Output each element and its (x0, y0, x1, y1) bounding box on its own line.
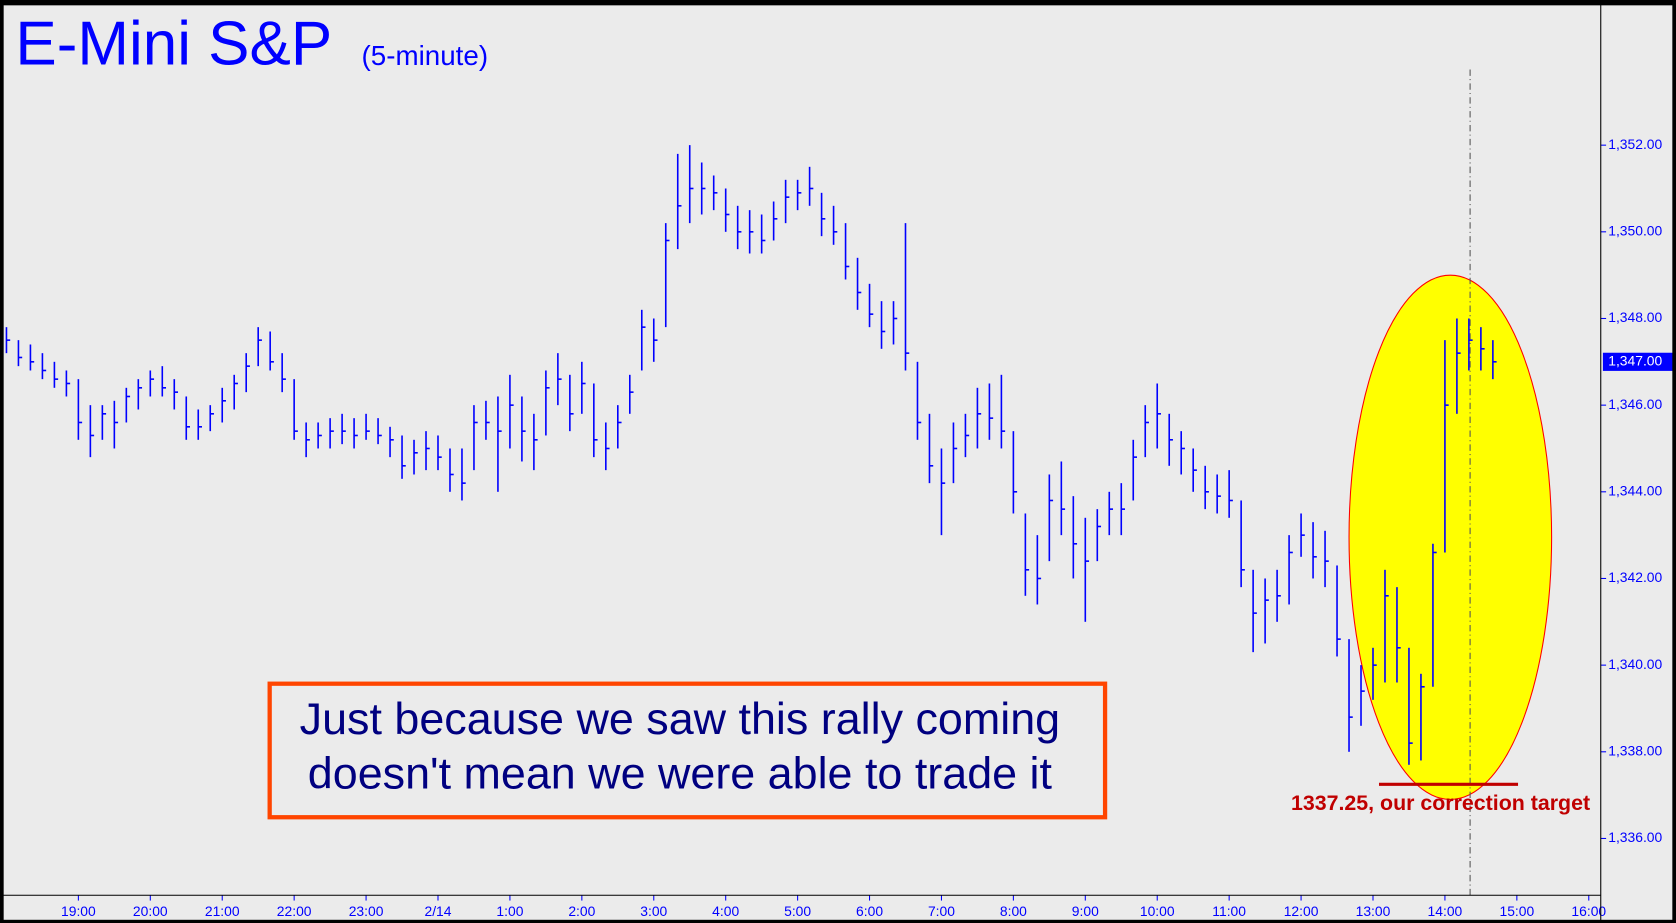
x-tick-label: 22:00 (277, 903, 312, 919)
x-tick-label: 10:00 (1140, 903, 1175, 919)
y-tick-label: 1,350.00 (1608, 222, 1662, 238)
overlay-layer: 1,336.00 1,338.00 1,340.00 1,342.00 1,344.00… (61, 69, 1676, 919)
y-tick-label: 1,344.00 (1608, 482, 1662, 498)
x-tick-label: 2/14 (424, 903, 451, 919)
x-tick-label: 6:00 (856, 903, 883, 919)
x-tick-label: 14:00 (1428, 903, 1463, 919)
target-label: 1337.25, our correction target (1291, 791, 1590, 815)
annotation-line: doesn't mean we were able to trade it (308, 747, 1053, 798)
x-tick-label: 15:00 (1499, 903, 1534, 919)
price-bars (5, 145, 1497, 765)
annotation-line: Just because we saw this rally coming (300, 693, 1060, 744)
x-tick-label: 20:00 (133, 903, 168, 919)
x-tick-label: 13:00 (1356, 903, 1391, 919)
x-tick-label: 23:00 (349, 903, 384, 919)
x-tick-label: 8:00 (1000, 903, 1027, 919)
last-price-label: 1,347.00 (1608, 352, 1662, 368)
x-tick-label: 19:00 (61, 903, 96, 919)
annotation-layer (1348, 274, 1553, 800)
x-tick-label: 11:00 (1212, 903, 1246, 919)
y-tick-label: 1,342.00 (1608, 569, 1662, 585)
x-tick-label: 4:00 (712, 903, 739, 919)
y-tick-label: 1,346.00 (1608, 396, 1662, 412)
y-tick-label: 1,352.00 (1608, 136, 1662, 152)
x-tick-label: 7:00 (928, 903, 955, 919)
x-tick-label: 2:00 (568, 903, 595, 919)
x-tick-label: 16:00 (1571, 903, 1606, 919)
x-tick-label: 5:00 (784, 903, 811, 919)
y-tick-label: 1,336.00 (1608, 829, 1662, 845)
chart-title: E-Mini S&P (15, 9, 332, 78)
x-tick-label: 3:00 (640, 903, 667, 919)
x-tick-label: 12:00 (1284, 903, 1319, 919)
y-tick-label: 1,348.00 (1608, 309, 1662, 325)
x-tick-label: 1:00 (496, 903, 523, 919)
y-tick-label: 1,338.00 (1608, 742, 1662, 758)
y-tick-label: 1,340.00 (1608, 656, 1662, 672)
last-price-box (1602, 352, 1676, 371)
x-tick-label: 9:00 (1072, 903, 1099, 919)
annotation-box (267, 681, 1108, 820)
highlight-ellipse (1348, 274, 1553, 800)
x-tick-label: 21:00 (205, 903, 240, 919)
chart-subtitle: (5-minute) (362, 40, 489, 71)
